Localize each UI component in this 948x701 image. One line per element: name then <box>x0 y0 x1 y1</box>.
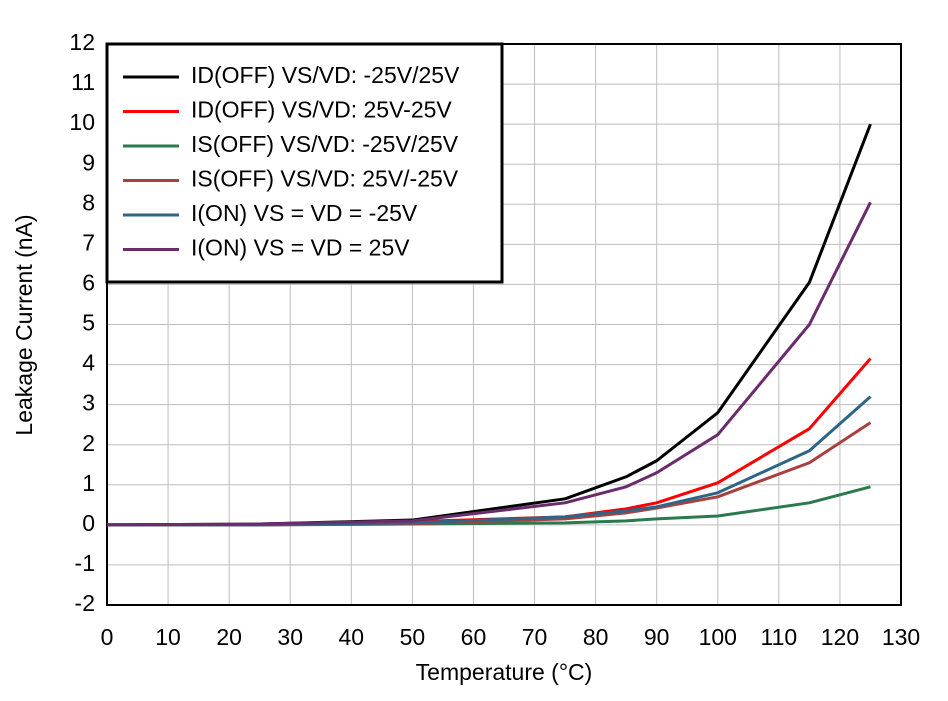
data-line <box>107 357 872 527</box>
legend-label: ID(OFF) VS/VD: 25V-25V <box>191 97 452 123</box>
y-tick-label: -2 <box>75 590 95 616</box>
x-tick-label: 110 <box>761 624 798 650</box>
y-tick-label: 7 <box>82 229 95 255</box>
x-tick-label: 100 <box>699 624 737 650</box>
y-tick-label: 3 <box>82 390 95 416</box>
x-tick-label: 40 <box>339 624 365 650</box>
x-tick-label: 80 <box>583 624 609 650</box>
x-tick-label: 10 <box>155 624 181 650</box>
y-tick-label: 5 <box>82 310 95 336</box>
x-tick-label: 60 <box>461 624 487 650</box>
legend-label: I(ON) VS = VD = -25V <box>191 200 418 226</box>
plot-frame <box>106 43 902 606</box>
y-tick-label: 6 <box>82 270 95 296</box>
legend-label: ID(OFF) VS/VD: -25V/25V <box>191 62 460 88</box>
x-axis-title: Temperature (°C) <box>416 659 593 685</box>
y-tick-label: 4 <box>82 350 95 376</box>
y-tick-label: -1 <box>75 550 95 576</box>
x-tick-label: 90 <box>644 624 670 650</box>
x-tick-label: 50 <box>400 624 426 650</box>
y-tick-label: 9 <box>82 149 95 175</box>
y-axis-title: Leakage Current (nA) <box>11 214 37 435</box>
y-tick-label: 12 <box>69 29 95 55</box>
x-tick-label: 130 <box>882 624 920 650</box>
legend-label: IS(OFF) VS/VD: -25V/25V <box>191 131 459 157</box>
x-tick-label: 30 <box>277 624 303 650</box>
x-tick-label: 0 <box>101 624 114 650</box>
y-tick-label: 8 <box>82 189 95 215</box>
data-line <box>106 201 872 527</box>
legend-box <box>105 42 504 284</box>
x-tick-label: 20 <box>216 624 242 650</box>
y-tick-label: 1 <box>82 470 95 496</box>
y-tick-label: 0 <box>82 510 95 536</box>
x-tick-label: 70 <box>522 624 548 650</box>
legend-label: IS(OFF) VS/VD: 25V/-25V <box>191 166 459 192</box>
y-tick-label: 11 <box>71 69 95 95</box>
y-tick-label: 10 <box>69 109 95 135</box>
x-tick-label: 120 <box>821 624 859 650</box>
legend-label: I(ON) VS = VD = 25V <box>191 235 410 261</box>
y-tick-label: 2 <box>82 430 95 456</box>
